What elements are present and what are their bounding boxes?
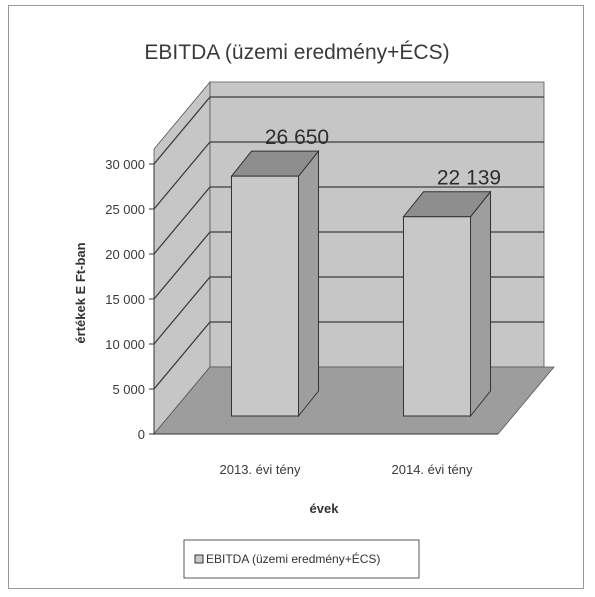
y-tick-label: 30 000 xyxy=(105,157,145,172)
floor xyxy=(153,366,555,435)
chart-frame: EBITDA (üzemi eredmény+ÉCS) 0 5 000 10 000… xyxy=(8,5,584,589)
legend-swatch xyxy=(194,554,204,564)
data-label: 22 139 xyxy=(437,167,501,190)
y-tick-label: 20 000 xyxy=(105,247,145,262)
chart-title: EBITDA (üzemi eredmény+ÉCS) xyxy=(144,41,449,64)
y-tick-label: 10 000 xyxy=(105,337,145,352)
y-axis-title: értékek E Ft-ban xyxy=(73,242,88,343)
bar xyxy=(403,216,471,417)
x-axis-title: évek xyxy=(310,501,340,516)
plot-area: 0 5 000 10 000 15 000 20 000 25 000 30 000 26 6… xyxy=(105,80,555,477)
bar xyxy=(231,175,299,417)
y-tick-label: 0 xyxy=(138,427,145,442)
data-label: 26 650 xyxy=(265,126,329,149)
bar-side xyxy=(298,149,319,418)
gridline xyxy=(153,141,544,210)
y-tick-label: 15 000 xyxy=(105,292,145,307)
bar-side xyxy=(470,190,491,418)
legend-label: EBITDA (üzemi eredmény+ÉCS) xyxy=(206,551,380,566)
y-tick-label: 25 000 xyxy=(105,202,145,217)
x-tick-label: 2013. évi tény xyxy=(220,462,301,477)
gridline xyxy=(153,186,544,255)
legend: EBITDA (üzemi eredmény+ÉCS) xyxy=(183,539,420,579)
y-tick-label: 5 000 xyxy=(112,382,145,397)
gridline xyxy=(153,96,544,165)
chart-svg: EBITDA (üzemi eredmény+ÉCS) 0 5 000 10 000… xyxy=(73,41,555,579)
x-tick-label: 2014. évi tény xyxy=(392,462,473,477)
legend-box xyxy=(183,539,420,579)
